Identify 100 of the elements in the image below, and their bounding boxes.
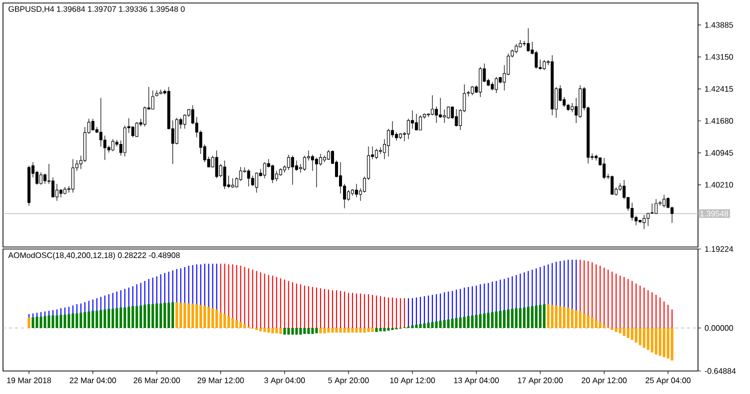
candlestick [43, 173, 46, 184]
candlestick [394, 132, 398, 141]
bar [638, 328, 642, 346]
bar [275, 328, 278, 334]
bar [100, 310, 102, 328]
bar [411, 325, 414, 328]
bar [554, 305, 558, 328]
bar [116, 308, 118, 328]
bar [144, 304, 146, 328]
bar [163, 302, 166, 328]
bar [483, 313, 486, 328]
candlestick [526, 28, 530, 52]
bar [479, 314, 482, 328]
bar [654, 328, 658, 355]
bar [195, 304, 198, 328]
bar [630, 328, 634, 340]
candlestick [287, 154, 290, 170]
bar [463, 316, 466, 328]
bar [451, 318, 454, 328]
candlestick [514, 44, 518, 54]
bar [327, 328, 330, 333]
bar [152, 304, 154, 328]
bar [582, 313, 586, 328]
bar [80, 312, 82, 328]
candlestick [319, 154, 322, 166]
bar [231, 318, 234, 328]
bar [646, 328, 650, 350]
bar [650, 328, 654, 353]
candlestick [175, 118, 178, 145]
candlestick [143, 106, 146, 127]
bar [243, 324, 246, 328]
candlestick [386, 128, 390, 157]
bar [526, 306, 530, 328]
bar [634, 328, 638, 343]
bar [443, 320, 446, 328]
bar [510, 308, 514, 328]
candlestick [570, 102, 574, 112]
candlestick [91, 118, 94, 131]
bar [331, 328, 334, 333]
bar [375, 328, 378, 332]
candlestick [534, 50, 538, 69]
bar [534, 305, 538, 328]
candlestick [542, 60, 546, 70]
bar [56, 315, 58, 328]
bar [499, 310, 502, 328]
bar [507, 309, 510, 328]
bar [495, 311, 498, 328]
bar [447, 319, 450, 328]
candlestick [438, 98, 442, 118]
bar [259, 328, 262, 332]
bar [471, 315, 474, 328]
bar [307, 328, 310, 334]
bar [271, 328, 274, 334]
candlestick [103, 135, 106, 160]
bar [96, 310, 98, 328]
bar [32, 317, 34, 328]
bar [439, 320, 442, 328]
candlestick [327, 150, 330, 160]
candlestick [303, 155, 306, 172]
bar [187, 303, 190, 328]
bar [538, 304, 542, 328]
candlestick [446, 106, 450, 119]
candlestick [442, 109, 446, 124]
candlestick [231, 178, 234, 188]
bar [662, 328, 666, 358]
bar [363, 328, 366, 333]
bar [108, 308, 110, 328]
candlestick [151, 90, 154, 110]
bar [518, 308, 522, 328]
candlestick [602, 158, 606, 180]
bar [622, 328, 626, 336]
bar [148, 304, 150, 328]
bar [359, 328, 362, 333]
bar [419, 324, 422, 328]
bar [140, 305, 142, 328]
bar [72, 313, 74, 328]
bar [179, 302, 182, 328]
bar [291, 328, 294, 335]
bar [590, 317, 594, 328]
bar [558, 306, 562, 328]
bar [594, 320, 598, 328]
candlestick [247, 168, 250, 187]
bar [670, 328, 674, 360]
candlestick [670, 206, 674, 224]
candlestick [662, 194, 666, 208]
bar [40, 316, 42, 328]
bar [491, 312, 494, 328]
bar [64, 314, 66, 328]
candlestick [478, 66, 482, 98]
bar [666, 328, 670, 358]
bar [423, 323, 426, 328]
bar [323, 328, 326, 334]
bar [467, 316, 470, 328]
bar [351, 328, 354, 333]
bar [658, 328, 662, 356]
candlestick [414, 114, 418, 131]
bar [88, 311, 90, 328]
bar [530, 306, 534, 328]
candlestick [99, 98, 102, 147]
bar [235, 320, 238, 328]
